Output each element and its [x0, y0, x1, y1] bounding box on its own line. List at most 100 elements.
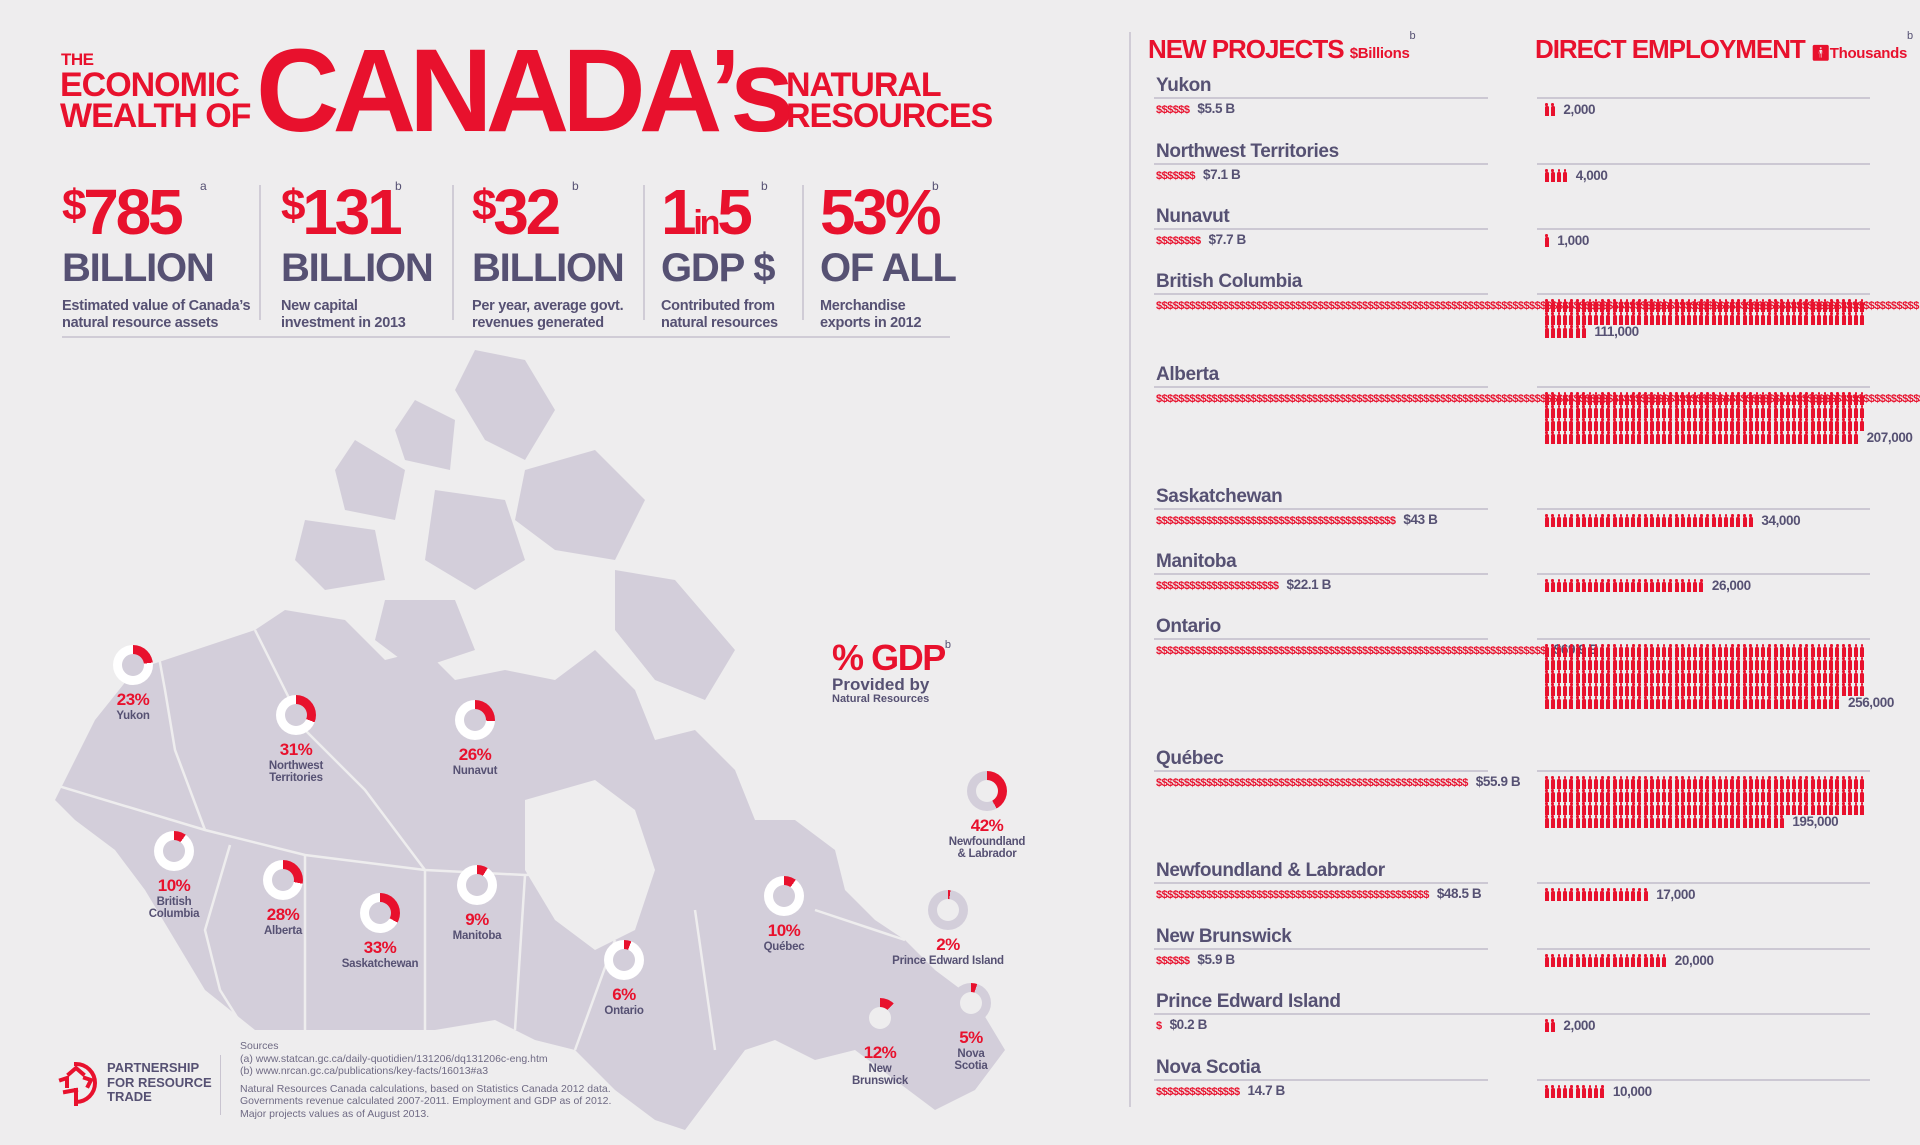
person-icon [1612, 802, 1617, 815]
person-icon [1649, 954, 1654, 967]
person-icon [1699, 696, 1704, 709]
person-icon [1600, 657, 1605, 670]
person-icon [1575, 418, 1580, 431]
province-name: New Brunswick [1156, 926, 1292, 947]
person-icon [1575, 312, 1580, 325]
projects-bar: $$$$$$$$ $7.7 B [1156, 233, 1486, 248]
person-icon [1748, 392, 1753, 405]
person-icon [1810, 670, 1815, 683]
person-icon [1606, 696, 1611, 709]
person-icon [1655, 815, 1661, 828]
donut-label: Nunavut [452, 764, 498, 777]
person-icon [1705, 514, 1710, 527]
person-icon [1631, 312, 1636, 325]
person-icon [1767, 670, 1772, 683]
person-icon [1717, 696, 1723, 709]
person-icon [1637, 657, 1642, 670]
person-icon [1686, 514, 1692, 527]
person-icon [1693, 392, 1698, 405]
province-name: Manitoba [1156, 551, 1237, 572]
person-icon [1754, 776, 1760, 789]
person-icon [1680, 815, 1685, 828]
person-icon [1816, 299, 1822, 312]
partnership-logo[interactable]: PARTNERSHIP FOR RESOURCE TRADE [55, 1060, 212, 1106]
person-icon [1563, 789, 1568, 802]
person-icon [1853, 418, 1859, 431]
gdp-donut-qu-bec: 10% Québec [724, 876, 844, 953]
desc-line: Contributed from [661, 298, 775, 314]
person-icon [1575, 954, 1580, 967]
person-icon [1680, 431, 1685, 444]
person-icon [1785, 802, 1791, 815]
stat-value: $32 b [472, 180, 579, 244]
stat-unit: OF ALL [820, 246, 957, 290]
person-icon [1816, 670, 1822, 683]
person-icon [1699, 299, 1704, 312]
divider [259, 185, 261, 320]
employment-value: 256,000 [1848, 695, 1894, 710]
person-icon [1730, 312, 1735, 325]
footer-divider [220, 1055, 221, 1115]
source-link-b[interactable]: (b) www.nrcan.gc.ca/publications/key-fac… [240, 1065, 489, 1078]
person-icon [1773, 802, 1778, 815]
row-rule [1537, 97, 1870, 99]
person-icon [1686, 657, 1692, 670]
source-link-a[interactable]: (a) www.statcan.gc.ca/daily-quotidien/13… [240, 1052, 548, 1065]
person-icon [1618, 888, 1624, 901]
person-icon [1662, 696, 1667, 709]
person-icon [1841, 670, 1846, 683]
person-icon [1612, 312, 1617, 325]
person-icon [1705, 431, 1710, 444]
person-icon [1742, 776, 1747, 789]
person-icon [1606, 514, 1611, 527]
person-icon [1742, 670, 1747, 683]
person-icon [1723, 802, 1729, 815]
person-icon [1754, 683, 1760, 696]
province-name: Nova Scotia [1156, 1057, 1261, 1078]
person-icon [1643, 670, 1648, 683]
employment-bar: 111,000 [1544, 299, 1920, 338]
person-icon [1822, 299, 1828, 312]
person-icon [1544, 683, 1549, 696]
person-icon [1587, 954, 1593, 967]
person-icon [1748, 299, 1753, 312]
person-icon [1761, 670, 1766, 683]
person-icon [1736, 644, 1741, 657]
person-icon [1860, 392, 1865, 405]
person-icon [1847, 776, 1852, 789]
person-icon [1730, 815, 1735, 828]
person-icon [1822, 670, 1828, 683]
person-icon [1606, 405, 1611, 418]
person-icon [1563, 696, 1568, 709]
person-icon [1748, 789, 1753, 802]
person-icon [1569, 954, 1574, 967]
person-icon [1717, 431, 1723, 444]
person-icon [1798, 431, 1803, 444]
person-icon [1606, 954, 1611, 967]
person-icon [1550, 312, 1555, 325]
person-icon [1556, 815, 1562, 828]
stat-number: 5 [717, 176, 753, 248]
person-icon [1736, 392, 1741, 405]
person-icon [1680, 789, 1685, 802]
donut-label: Nova [957, 1047, 985, 1060]
person-icon [1705, 657, 1710, 670]
person-icon [1600, 789, 1605, 802]
person-icon [1822, 657, 1828, 670]
person-icon [1569, 405, 1574, 418]
person-icon [1643, 644, 1648, 657]
person-icon [1736, 776, 1741, 789]
person-icon [1810, 405, 1815, 418]
person-icon [1618, 312, 1624, 325]
person-icon [1835, 696, 1840, 709]
person-icon [1711, 392, 1716, 405]
employment-value: 4,000 [1575, 168, 1608, 183]
dollar-icons: $$$$$$$$ [1156, 235, 1201, 247]
person-icon [1587, 405, 1593, 418]
person-icon [1773, 431, 1778, 444]
person-icon [1544, 325, 1549, 338]
person-icon [1569, 776, 1574, 789]
person-icon [1860, 802, 1865, 815]
currency-sign: $ [472, 181, 497, 230]
person-icon [1544, 579, 1549, 592]
